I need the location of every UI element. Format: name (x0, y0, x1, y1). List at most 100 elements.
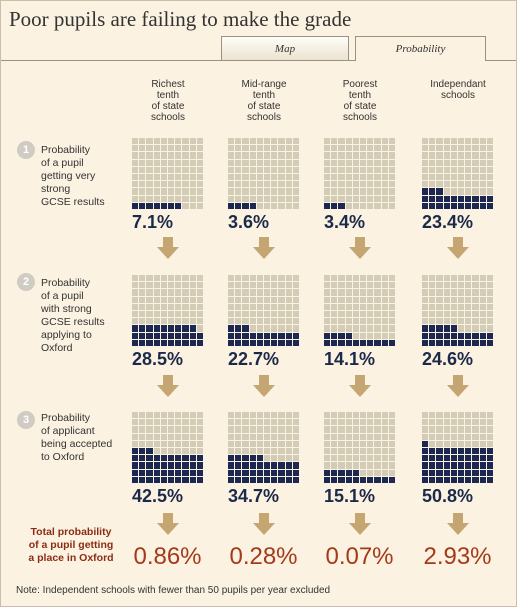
step-label-line: Probability (41, 412, 91, 424)
waffle-cell-empty (338, 325, 345, 332)
waffle-cell-empty (271, 426, 278, 433)
waffle-cell-empty (264, 426, 271, 433)
waffle-cell-empty (479, 282, 486, 289)
waffle-cell-empty (271, 311, 278, 318)
waffle-cell-empty (345, 426, 352, 433)
waffle-cell-empty (443, 282, 450, 289)
waffle-cell-empty (360, 440, 367, 447)
waffle-cell-filled (479, 469, 486, 476)
waffle-cell-empty (189, 181, 196, 188)
waffle-cell-empty (242, 152, 249, 159)
waffle-cell-empty (160, 138, 167, 145)
waffle-cell-empty (374, 419, 381, 426)
waffle-cell-filled (168, 476, 175, 483)
column-header-line: tenth (252, 90, 276, 101)
total-label-line: a place in Oxford (28, 552, 114, 564)
waffle-cell-empty (249, 426, 256, 433)
waffle-cell-empty (458, 275, 465, 282)
waffle-cell-empty (292, 289, 299, 296)
waffle-cell-filled (160, 332, 167, 339)
waffle-cell-empty (168, 318, 175, 325)
waffle-cell-empty (436, 433, 443, 440)
waffle-cell-empty (422, 318, 429, 325)
waffle-cell-empty (388, 412, 395, 419)
waffle-cell-empty (264, 433, 271, 440)
waffle-cell-empty (472, 296, 479, 303)
waffle-cell-filled (388, 476, 395, 483)
waffle-cell-empty (331, 195, 338, 202)
waffle-cell-empty (132, 289, 139, 296)
waffle-cell-filled (429, 469, 436, 476)
column-header-line: tenth (156, 90, 180, 101)
waffle-cell-empty (324, 145, 331, 152)
waffle-cell-empty (196, 296, 203, 303)
waffle-cell-empty (189, 311, 196, 318)
waffle-cell-empty (338, 440, 345, 447)
column-header-line: schools (441, 90, 475, 101)
step-label-line: with strong (41, 303, 92, 315)
waffle-cell-filled (139, 325, 146, 332)
waffle-cell-empty (153, 282, 160, 289)
step-label-line: Probability (41, 144, 91, 156)
waffle-cell-empty (249, 325, 256, 332)
waffle-cell-empty (458, 152, 465, 159)
waffle-cell-empty (331, 159, 338, 166)
waffle-cell-filled (458, 448, 465, 455)
waffle-cell-empty (285, 303, 292, 310)
waffle-cell-empty (381, 145, 388, 152)
waffle-cell-empty (345, 145, 352, 152)
waffle-cell-empty (352, 440, 359, 447)
waffle-cell-empty (256, 152, 263, 159)
waffle-cell-empty (153, 159, 160, 166)
waffle-cell-filled (324, 202, 331, 209)
waffle-cell-filled (324, 469, 331, 476)
column-header: Independant schools (413, 79, 503, 101)
waffle-cell-empty (196, 188, 203, 195)
waffle-cell-empty (175, 412, 182, 419)
waffle-cell-empty (153, 426, 160, 433)
waffle-cell-filled (338, 202, 345, 209)
waffle-cell-empty (132, 195, 139, 202)
waffle-cell-empty (242, 181, 249, 188)
waffle-cell-empty (436, 311, 443, 318)
waffle-cell-empty (465, 188, 472, 195)
waffle-cell-filled (168, 462, 175, 469)
waffle-cell-empty (331, 433, 338, 440)
waffle-cell-filled (139, 332, 146, 339)
waffle-cell-empty (381, 311, 388, 318)
waffle-cell-empty (345, 440, 352, 447)
waffle-cell-empty (367, 296, 374, 303)
tab-probability[interactable]: Probability (355, 36, 486, 61)
waffle-cell-filled (256, 476, 263, 483)
waffle-cell-filled (443, 448, 450, 455)
waffle-cell-empty (182, 152, 189, 159)
waffle-cell-empty (479, 426, 486, 433)
waffle-cell-empty (189, 440, 196, 447)
waffle-cell-filled (367, 476, 374, 483)
waffle-cell-empty (242, 419, 249, 426)
waffle-cell-empty (189, 412, 196, 419)
waffle-cell-empty (360, 138, 367, 145)
waffle-cell-filled (235, 202, 242, 209)
waffle-cell-filled (175, 332, 182, 339)
waffle-cell-empty (278, 455, 285, 462)
waffle-cell-empty (249, 275, 256, 282)
waffle-cell-empty (436, 181, 443, 188)
waffle-cell-empty (338, 426, 345, 433)
waffle-cell-empty (360, 433, 367, 440)
waffle-cell-filled (242, 332, 249, 339)
waffle-cell-empty (264, 159, 271, 166)
waffle-cell-empty (168, 296, 175, 303)
waffle-cell-empty (292, 303, 299, 310)
waffle-cell-empty (175, 181, 182, 188)
waffle-cell-filled (472, 455, 479, 462)
waffle-cell-empty (381, 289, 388, 296)
down-arrow-icon (349, 375, 371, 397)
tab-map[interactable]: Map (221, 36, 349, 60)
waffle-cell-empty (153, 195, 160, 202)
column-header-line: of state (151, 101, 185, 112)
waffle-cell-filled (182, 332, 189, 339)
waffle-cell-empty (324, 152, 331, 159)
waffle-cell-filled (175, 476, 182, 483)
waffle-cell-empty (367, 325, 374, 332)
